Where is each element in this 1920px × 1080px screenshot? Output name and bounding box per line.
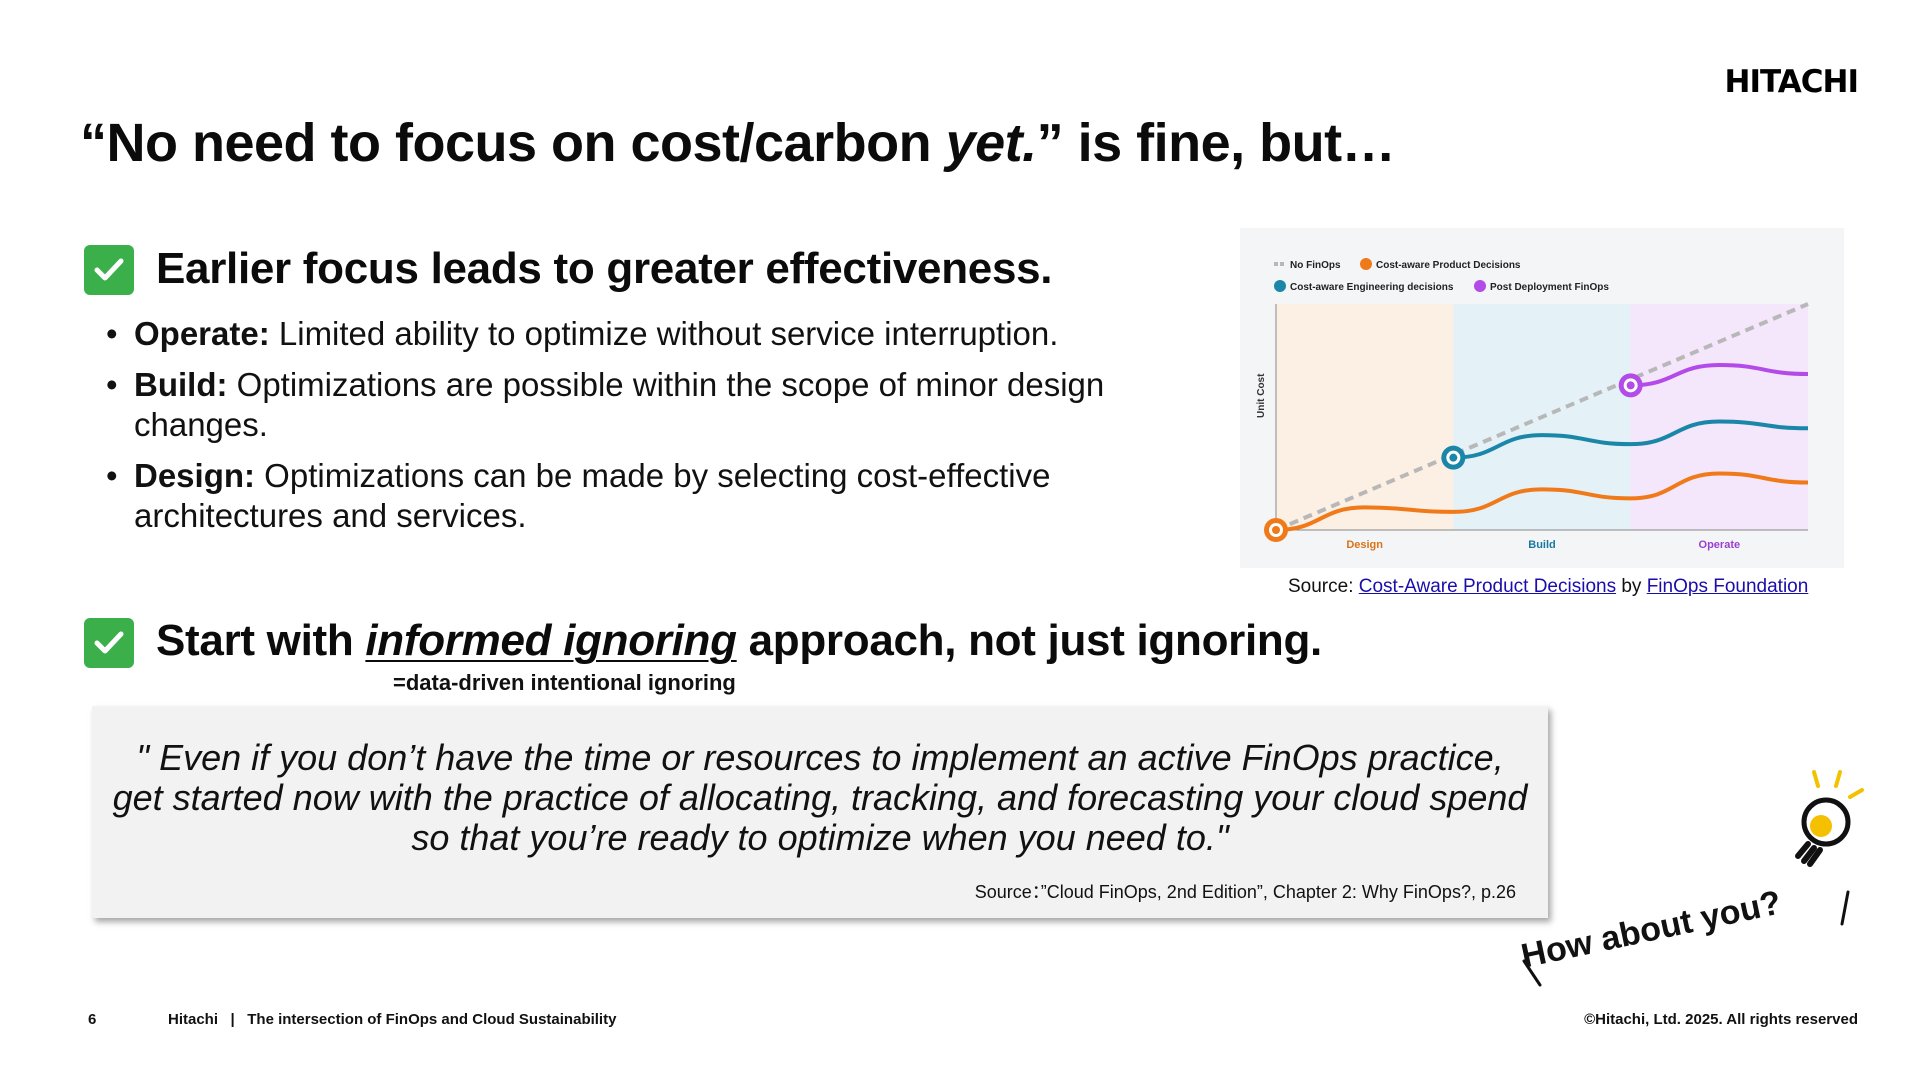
- checkmark-icon: [84, 245, 134, 295]
- chart-source-by: by: [1616, 576, 1647, 597]
- finops-chart: Unit Cost No FinOps Cost-aware Product D…: [1240, 228, 1844, 568]
- cost-aware-product-decisions-link[interactable]: Cost-Aware Product Decisions: [1358, 576, 1617, 597]
- list-item: Operate: Limited ability to optimize wit…: [104, 314, 1214, 354]
- footer-copyright: ©Hitachi, Ltd. 2025. All rights reserved: [1584, 1011, 1858, 1028]
- slide-title: “No need to focus on cost/carbon yet.” i…: [80, 112, 1396, 174]
- engineering-start-marker: [1441, 445, 1466, 470]
- footer-separator: |: [230, 1011, 235, 1028]
- bullet-term: Design:: [134, 457, 256, 494]
- page-number: 6: [88, 1011, 97, 1028]
- how-about-you-callout: How about you?: [1517, 883, 1785, 976]
- series-line-engineering: [1453, 419, 1809, 460]
- phase-label-design: Design: [1346, 539, 1383, 551]
- chart-source-prefix: Source:: [1288, 576, 1359, 597]
- chart-svg: Unit Cost No FinOps Cost-aware Product D…: [1256, 258, 1809, 551]
- footer-deck-title: The intersection of FinOps and Cloud Sus…: [247, 1011, 617, 1028]
- legend-label: Cost-aware Product Decisions: [1376, 260, 1521, 271]
- quote-box: " Even if you don’t have the time or res…: [92, 706, 1548, 918]
- phase-label-build: Build: [1528, 539, 1556, 551]
- legend-label: Cost-aware Engineering decisions: [1290, 282, 1454, 293]
- legend-swatch-post: [1474, 280, 1486, 292]
- section2-heading: Start with informed ignoring approach, n…: [156, 616, 1322, 666]
- hitachi-logo: HITACHI: [1724, 64, 1859, 100]
- callout-slash-right: [1840, 890, 1850, 926]
- footer-company: Hitachi: [168, 1011, 219, 1028]
- title-suffix: ” is fine, but…: [1036, 113, 1396, 173]
- title-prefix: “No need to focus on cost/carbon: [80, 113, 946, 173]
- lightbulb-icon: [1795, 770, 1864, 867]
- bullet-text: Optimizations can be made by selecting c…: [134, 457, 1051, 534]
- footer-deck-info: Hitachi | The intersection of FinOps and…: [168, 1011, 616, 1028]
- finops-foundation-link[interactable]: FinOps Foundation: [1646, 576, 1809, 597]
- bullet-text: Limited ability to optimize without serv…: [269, 315, 1059, 352]
- quote-source: Source：”Cloud FinOps, 2nd Edition”, Chap…: [974, 882, 1516, 902]
- series-line-product: [1275, 471, 1809, 532]
- phase-label-operate: Operate: [1699, 539, 1741, 551]
- list-item: Design: Optimizations can be made by sel…: [104, 456, 1214, 536]
- section2-heading-suffix: approach, not just ignoring.: [736, 616, 1323, 665]
- legend-swatch-product: [1360, 258, 1372, 270]
- product-start-marker: [1264, 518, 1288, 542]
- chart-source: Source: Cost-Aware Product Decisions by …: [1288, 576, 1808, 598]
- y-axis-label: Unit Cost: [1256, 373, 1267, 418]
- informed-ignoring-emphasis: informed ignoring: [365, 616, 737, 665]
- legend-swatch-engineering: [1274, 280, 1286, 292]
- legend-label: Post Deployment FinOps: [1490, 282, 1609, 293]
- callout-slash-left: [1522, 959, 1542, 987]
- bullet-term: Build:: [134, 366, 228, 403]
- checkmark-icon: [84, 618, 134, 668]
- bullet-term: Operate:: [134, 315, 270, 352]
- bullet-text: Optimizations are possible within the sc…: [134, 366, 1105, 443]
- section1-heading: Earlier focus leads to greater effective…: [156, 244, 1053, 293]
- title-italic: yet.: [945, 113, 1038, 173]
- section2-heading-prefix: Start with: [156, 616, 366, 665]
- informed-ignoring-note: =data-driven intentional ignoring: [393, 670, 736, 695]
- legend-label: No FinOps: [1290, 260, 1341, 271]
- list-item: Build: Optimizations are possible within…: [104, 365, 1214, 445]
- design-phase-band: [1276, 304, 1454, 530]
- post-start-marker: [1618, 373, 1643, 398]
- bullet-list: Operate: Limited ability to optimize wit…: [104, 314, 1214, 547]
- series-line-post: [1630, 363, 1809, 388]
- series-line-no-finops: [1275, 302, 1809, 532]
- quote-text: " Even if you don’t have the time or res…: [112, 737, 1528, 858]
